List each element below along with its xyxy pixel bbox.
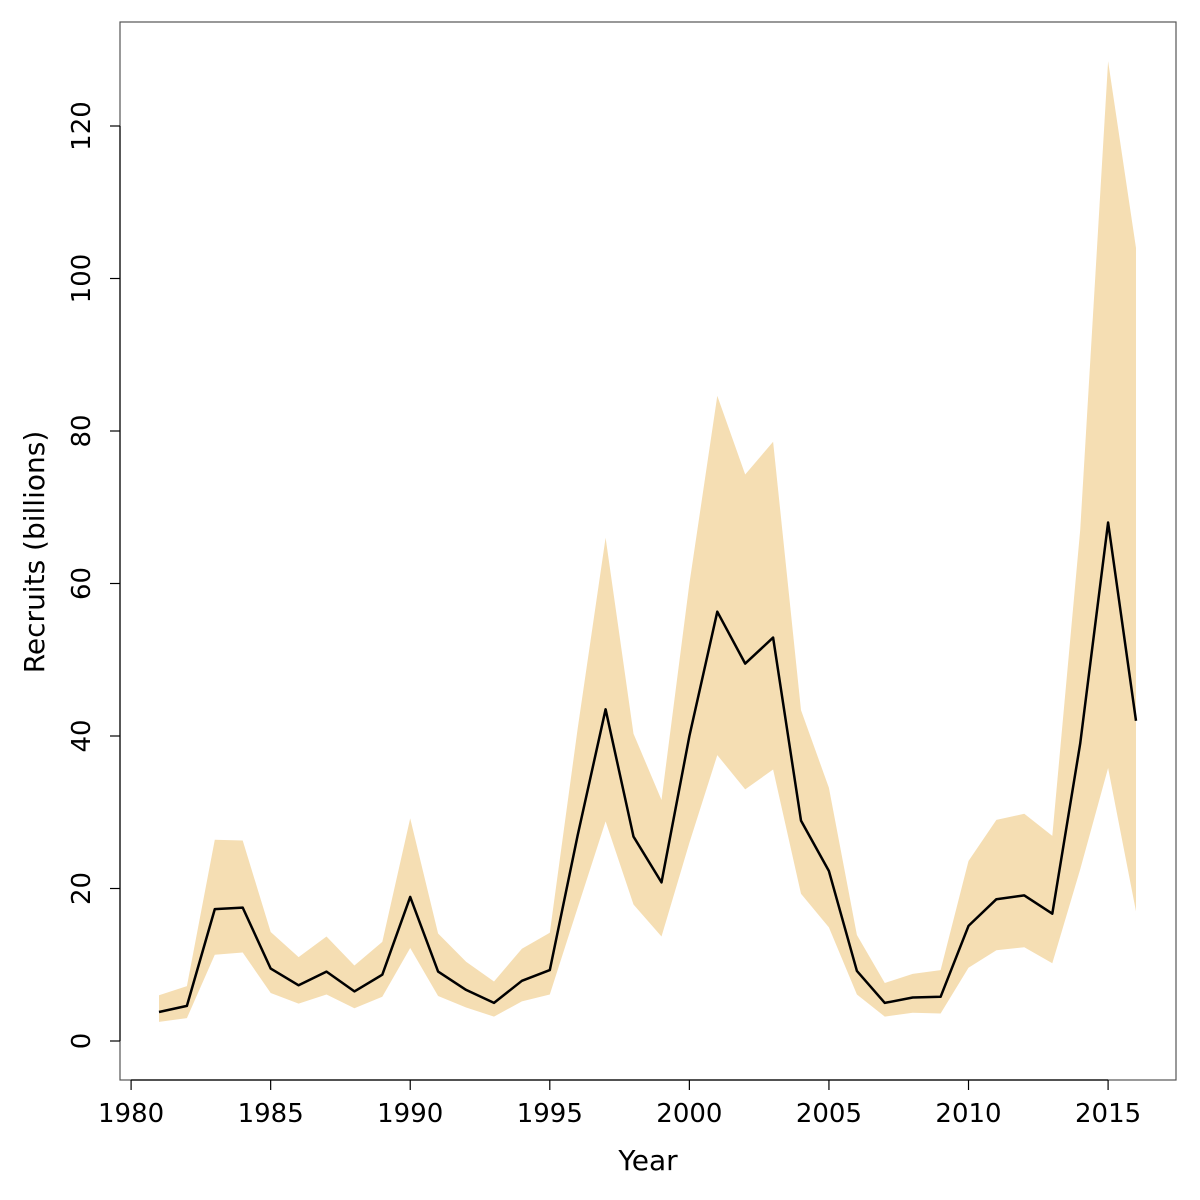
recruits-line-layer (158, 521, 1138, 1014)
y-tick-label: 120 (67, 101, 97, 151)
x-tick-label: 1985 (238, 1099, 304, 1129)
y-tick-label: 100 (67, 254, 97, 304)
x-tick-label: 1990 (377, 1099, 443, 1129)
y-tick-label: 80 (67, 414, 97, 447)
y-tick-label: 40 (67, 719, 97, 752)
x-tick-label: 2000 (656, 1099, 722, 1129)
recruits-line (158, 521, 1138, 1014)
confidence-band-layer (159, 61, 1136, 1022)
x-tick-label: 1980 (98, 1099, 164, 1129)
x-tick-label: 2010 (935, 1099, 1001, 1129)
x-axis-title: Year (617, 1144, 678, 1177)
x-tick-label: 2005 (796, 1099, 862, 1129)
y-axis: 0 20 40 60 80 100 120 (67, 101, 121, 1050)
y-axis-title: Recruits (billions) (18, 431, 51, 674)
x-axis: 1980 1985 1990 1995 2000 2005 2010 2015 (98, 1079, 1141, 1129)
y-tick-label: 20 (67, 872, 97, 905)
y-tick-label: 60 (67, 567, 97, 600)
y-tick-label: 0 (67, 1033, 97, 1050)
x-tick-label: 2015 (1075, 1099, 1141, 1129)
confidence-band (159, 61, 1136, 1022)
x-tick-label: 1995 (517, 1099, 583, 1129)
